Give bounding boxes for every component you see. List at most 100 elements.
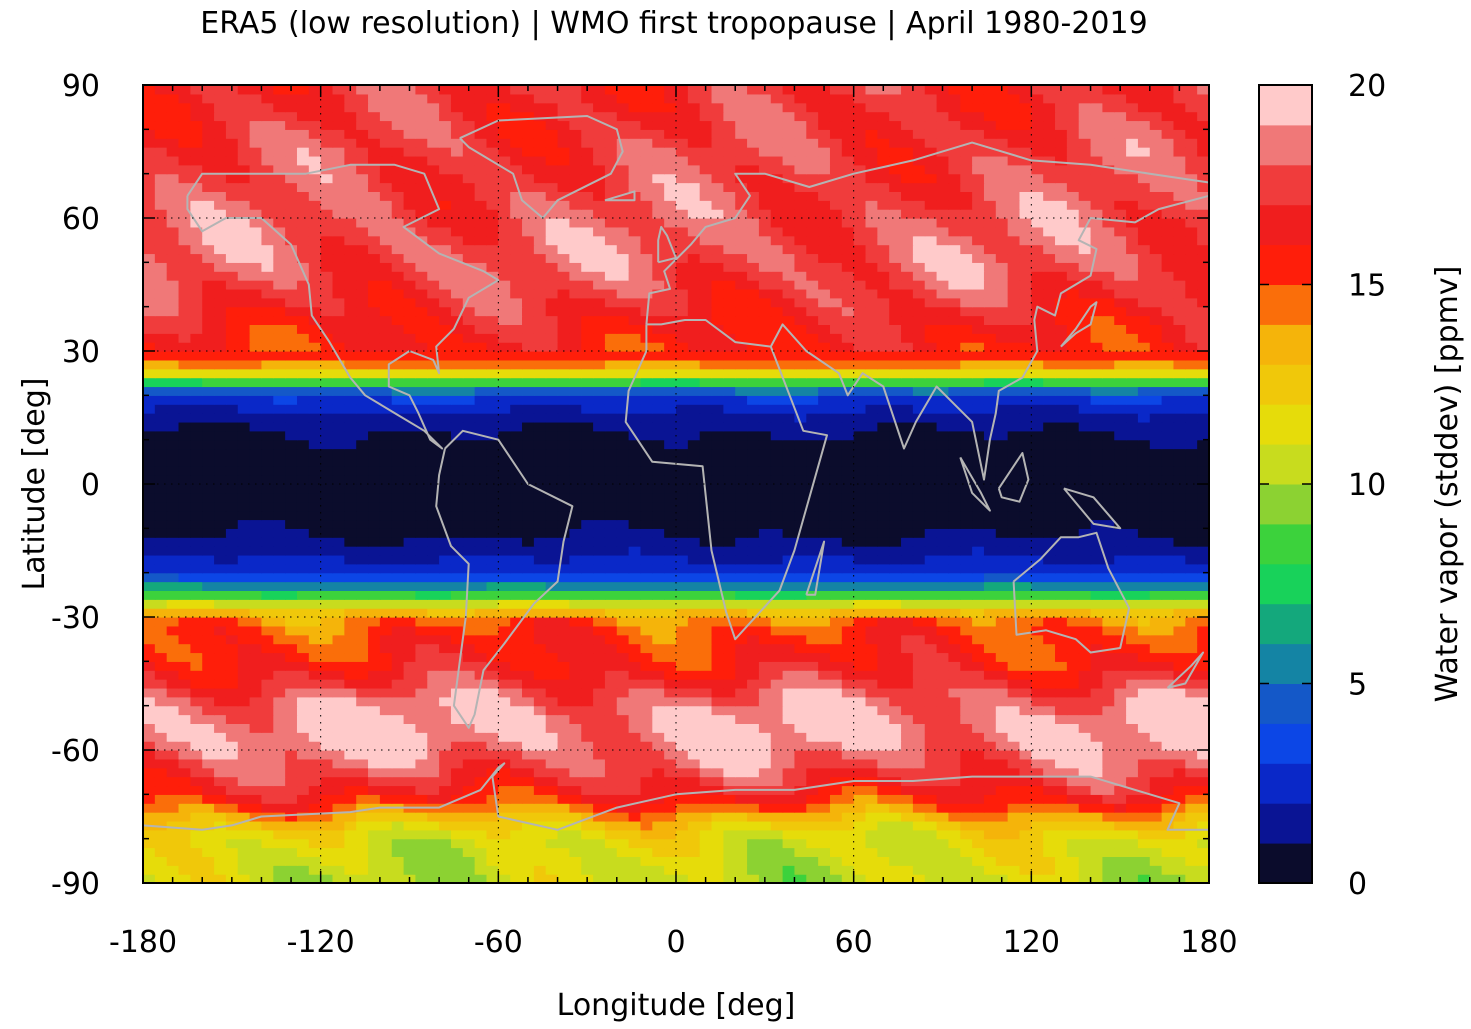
heatmap-cell <box>676 687 689 698</box>
heatmap-cell <box>308 687 322 698</box>
heatmap-cell <box>829 572 843 583</box>
heatmap-cell <box>462 767 476 778</box>
heatmap-cell <box>403 448 417 458</box>
heatmap-cell <box>1031 510 1044 521</box>
heatmap-cell <box>166 767 180 778</box>
heatmap-cell <box>1149 572 1163 583</box>
heatmap-cell <box>1137 679 1151 689</box>
heatmap-cell <box>533 723 547 733</box>
heatmap-cell <box>818 572 831 583</box>
heatmap-cell <box>1149 794 1163 804</box>
heatmap-cell <box>569 661 582 671</box>
heatmap-cell <box>166 776 180 787</box>
heatmap-cell <box>415 829 428 840</box>
heatmap-cell <box>1137 625 1151 636</box>
heatmap-cell <box>983 421 997 432</box>
heatmap-cell <box>1114 661 1127 671</box>
heatmap-cell <box>960 661 973 671</box>
heatmap-cell <box>747 856 760 866</box>
heatmap-cell <box>604 457 618 467</box>
heatmap-cell <box>379 661 393 671</box>
heatmap-cell <box>1126 874 1139 884</box>
heatmap-cell <box>664 421 677 432</box>
heatmap-cell <box>676 705 689 716</box>
heatmap-cell <box>1078 475 1092 485</box>
heatmap-cell <box>841 741 855 751</box>
heatmap-cell <box>273 475 286 485</box>
heatmap-cell <box>474 661 488 671</box>
heatmap-cell <box>676 696 689 707</box>
heatmap-cell <box>1090 457 1103 467</box>
heatmap-cell <box>747 634 760 645</box>
heatmap-cell <box>972 617 985 627</box>
heatmap-cell <box>972 856 985 866</box>
heatmap-cell <box>308 510 322 521</box>
heatmap-cell <box>604 590 618 600</box>
heatmap-cell <box>1055 475 1068 485</box>
heatmap-cell <box>1185 413 1198 423</box>
heatmap-cell <box>711 617 724 627</box>
heatmap-cell <box>427 679 440 689</box>
heatmap-cell <box>901 537 914 547</box>
heatmap-cell <box>1043 466 1056 476</box>
heatmap-cell <box>747 696 760 707</box>
heatmap-cell <box>652 563 665 574</box>
heatmap-cell <box>368 563 381 574</box>
heatmap-cell <box>747 404 760 414</box>
heatmap-cell <box>877 661 890 671</box>
heatmap-cell <box>1197 421 1210 432</box>
heatmap-cell <box>901 829 914 840</box>
heatmap-cell <box>285 785 298 795</box>
heatmap-cell <box>1019 519 1032 529</box>
heatmap-cell <box>581 856 594 866</box>
heatmap-cell <box>604 643 618 654</box>
heatmap-cell <box>285 590 298 600</box>
heatmap-cell <box>983 687 997 698</box>
heatmap-cell <box>877 475 890 485</box>
heatmap-cell <box>1031 395 1044 405</box>
heatmap-cell <box>1078 750 1092 760</box>
heatmap-cell <box>1055 643 1068 654</box>
heatmap-cell <box>877 794 890 804</box>
heatmap-cell <box>178 421 191 432</box>
heatmap-cell <box>415 652 428 662</box>
heatmap-cell <box>498 599 511 609</box>
heatmap-cell <box>273 625 286 636</box>
heatmap-cell <box>924 581 938 591</box>
heatmap-cell <box>1149 466 1163 476</box>
heatmap-cell <box>1078 617 1092 627</box>
heatmap-cell <box>237 421 251 432</box>
heatmap-cell <box>664 466 677 476</box>
heatmap-cell <box>154 528 168 538</box>
heatmap-cell <box>889 705 902 716</box>
heatmap-cell <box>735 617 748 627</box>
heatmap-cell <box>770 581 784 591</box>
heatmap-cell <box>877 510 890 521</box>
heatmap-cell <box>296 847 310 857</box>
heatmap-cell <box>143 714 156 724</box>
heatmap-cell <box>190 572 203 583</box>
heatmap-cell <box>960 563 973 574</box>
heatmap-cell <box>225 732 239 742</box>
heatmap-cell <box>249 492 263 503</box>
heatmap-cell <box>439 537 452 547</box>
heatmap-cell <box>865 865 878 875</box>
heatmap-cell <box>415 430 428 441</box>
heatmap-cell <box>676 785 689 795</box>
heatmap-cell <box>285 679 298 689</box>
heatmap-cell <box>356 758 369 769</box>
heatmap-cell <box>758 599 772 609</box>
heatmap-cell <box>664 767 677 778</box>
heatmap-cell <box>841 661 855 671</box>
heatmap-cell <box>1078 501 1092 512</box>
heatmap-cell <box>332 475 345 485</box>
heatmap-cell <box>415 750 428 760</box>
heatmap-cell <box>462 492 476 503</box>
heatmap-cell <box>545 820 559 831</box>
heatmap-cell <box>261 386 274 396</box>
heatmap-cell <box>214 820 227 831</box>
heatmap-cell <box>806 581 819 591</box>
heatmap-cell <box>711 581 724 591</box>
heatmap-cell <box>368 519 381 529</box>
heatmap-cell <box>462 413 476 423</box>
